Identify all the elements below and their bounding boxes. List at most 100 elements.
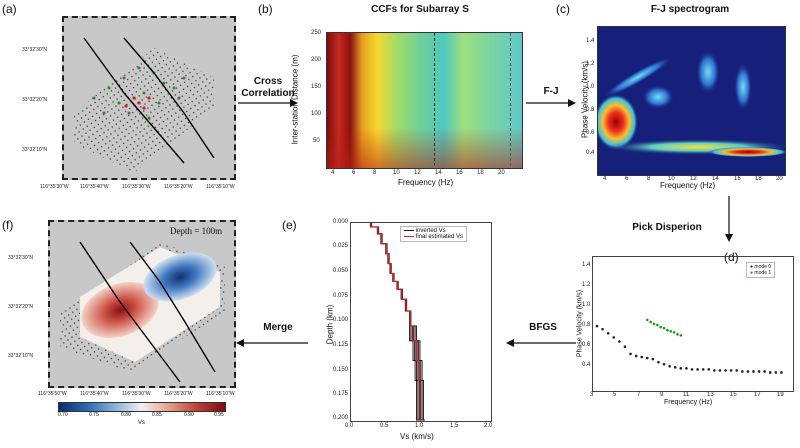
mode0-point (668, 364, 671, 368)
panel-e-xtick-2: 0.5 (380, 423, 389, 429)
panel-d-xtick-9: 19 (777, 392, 784, 398)
panel-d-ytick-4: 0.8 (582, 322, 591, 328)
mode0-point (746, 370, 750, 373)
panel-c-xtick-5: 12 (690, 176, 697, 182)
panel-e-xtick-3: 1.0 (415, 423, 424, 429)
subarray-stations (124, 96, 151, 110)
panel-d-xtick-5: 11 (683, 392, 690, 398)
panel-c-ytick-2: 1.2 (586, 61, 595, 67)
inverted-vs-line (370, 222, 424, 421)
panel-c-xtick-3: 8 (647, 176, 651, 182)
panel-d-xtick-7: 15 (730, 392, 737, 398)
panel-e-ytick-1: 0.000 (333, 219, 349, 225)
mode0-point (634, 354, 638, 358)
fj-spectrogram-graphics (598, 50, 785, 157)
station-grid (74, 48, 214, 173)
panel-d-xtick-4: 9 (660, 392, 664, 398)
panel-d-ytick-6: 0.4 (582, 362, 591, 368)
colorbar-tick-6: 0.95 (214, 412, 224, 418)
fault-line-2 (123, 37, 215, 159)
panel-e-xlabel: Vs (km/s) (400, 432, 434, 441)
mode1-point (662, 326, 666, 330)
panel-a-label: (a) (2, 2, 17, 16)
vs-colorbar (58, 402, 226, 412)
mode0-point (623, 345, 627, 349)
panel-c-xtick-4: 10 (668, 176, 675, 182)
inverted-vs-line (370, 222, 423, 421)
mode0-point (713, 369, 716, 372)
mode0-point (740, 370, 744, 373)
mode1-point (652, 322, 656, 326)
panel-d-label: (d) (724, 250, 739, 264)
colorbar-tick-5: 0.90 (184, 412, 194, 418)
panel-e-ytick-7: 0.150 (333, 367, 349, 373)
panel-c-xtick-7: 16 (734, 176, 741, 182)
panel-c-title: F-J spectrogram (650, 4, 730, 15)
mode0-point (673, 366, 677, 369)
panel-c-xtick-9: 20 (776, 176, 783, 182)
panel-b-xtick-7: 16 (456, 170, 463, 176)
panel-f-lat-tick-2: 33°32'20"N (8, 304, 34, 310)
panel-b-xtick-3: 8 (373, 170, 377, 176)
panel-e-legend-inverted: inverted Vs (404, 228, 463, 234)
panel-f-label: (f) (2, 218, 14, 232)
mode1-point (679, 334, 683, 337)
panel-c-xtick-2: 6 (625, 176, 629, 182)
panel-f-map (48, 220, 236, 388)
panel-a-lat-tick-1: 33°32'30"N (22, 47, 48, 53)
mode0-point (774, 371, 778, 374)
panel-a-lon-tick-2: 116°35'40"W (80, 184, 109, 190)
panel-e-ytick-2: 0.025 (333, 243, 349, 249)
panel-e-ytick-4: 0.075 (333, 293, 349, 299)
inverted-vs-line (370, 222, 420, 421)
panel-c-ytick-5: 0.6 (586, 130, 595, 136)
mode0-point (701, 368, 705, 371)
panel-f-lon-tick-1: 116°35'50"W (38, 391, 67, 397)
panel-e-label: (e) (282, 218, 297, 232)
panel-f-lat-tick-3: 33°32'10"N (8, 353, 34, 359)
mode0-point (679, 367, 683, 370)
panel-e-ytick-6: 0.125 (333, 342, 349, 348)
panel-e-ytick-5: 0.100 (333, 317, 349, 323)
panel-a-map-graphics (74, 37, 215, 173)
panel-b-ytick-1: 250 (311, 30, 322, 36)
panel-c-ytick-6: 0.4 (586, 150, 595, 156)
mode0-point (696, 368, 699, 371)
depth-label: Depth = 100m (170, 226, 223, 236)
panel-c-ytick-4: 0.8 (586, 107, 595, 113)
panel-f-lat-tick-1: 33°32'30"N (8, 255, 34, 261)
mode0-point (768, 371, 772, 374)
low-vs-anomaly (81, 281, 159, 339)
mode0-point (724, 369, 727, 372)
mode0-point (662, 362, 666, 366)
mode0-point (657, 360, 660, 364)
colorbar-label: Vs (138, 420, 146, 426)
fault-line-1 (83, 37, 185, 164)
mode0-point (752, 370, 755, 373)
panel-a-lon-tick-3: 116°35'30"W (122, 184, 151, 190)
panel-e-xtick-4: 1.5 (450, 423, 459, 429)
high-vs-anomaly (143, 252, 217, 302)
fj-spectrogram (597, 26, 786, 176)
panel-e-plot-frame (350, 222, 492, 422)
mode0-point (601, 327, 604, 331)
panel-f-lon-tick-5: 116°35'10"W (206, 391, 235, 397)
mode0-point (612, 336, 616, 339)
panel-a-map (62, 16, 236, 180)
panel-b-ytick-4: 100 (311, 111, 322, 117)
mode1-point (666, 328, 669, 332)
panel-e-ytick-8: 0.175 (333, 391, 349, 397)
panel-a-lon-tick-1: 116°35'30"W (40, 184, 69, 190)
ccf-heatmap (326, 32, 523, 169)
arrow-b-to-c (526, 99, 576, 107)
panel-d-legend-mode0: ● mode 0 (750, 264, 772, 270)
flow-cross-correlation: Cross Correlation (241, 76, 295, 99)
panel-e-xtick-5: 2.0 (484, 423, 493, 429)
panel-d-legend: ● mode 0 ● mode 1 (746, 262, 776, 278)
panel-c-xtick-8: 18 (755, 176, 762, 182)
panel-b-xtick-1: 4 (331, 170, 335, 176)
panel-d-ytick-5: 0.6 (582, 342, 591, 348)
mode1-point (659, 325, 663, 329)
arrow-d-to-e (506, 339, 576, 347)
mode0-point (651, 357, 655, 361)
